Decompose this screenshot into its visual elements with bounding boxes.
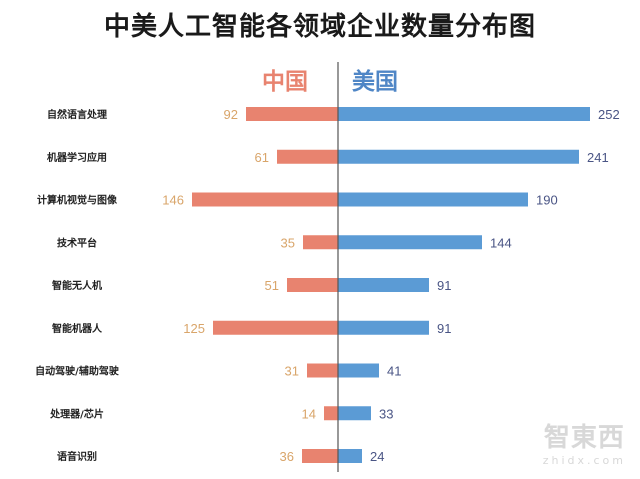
category-label: 自动驾驶/辅助驾驶: [35, 365, 119, 378]
bar-china: [277, 149, 338, 164]
category-label: 机器学习应用: [47, 151, 107, 164]
bar-usa: [338, 449, 362, 463]
value-label-china: 125: [183, 321, 205, 336]
value-label-china: 14: [302, 406, 316, 421]
legend-china: 中国: [262, 69, 308, 95]
value-label-china: 61: [255, 150, 269, 165]
value-label-china: 92: [224, 107, 238, 122]
bar-usa: [338, 192, 528, 207]
bar-china: [246, 107, 338, 121]
value-label-china: 146: [162, 193, 184, 208]
value-label-usa: 190: [536, 193, 558, 208]
category-label: 处理器/芯片: [49, 407, 104, 420]
value-label-china: 51: [265, 278, 279, 293]
value-label-usa: 252: [598, 107, 620, 122]
value-label-usa: 241: [587, 150, 609, 165]
bar-china: [303, 235, 338, 250]
category-label: 语音识别: [57, 450, 97, 463]
value-label-usa: 41: [387, 364, 401, 379]
bar-china: [307, 363, 338, 378]
bar-usa: [338, 107, 590, 121]
chart-title: 中美人工智能各领域企业数量分布图: [103, 12, 536, 42]
bar-usa: [338, 278, 429, 292]
bar-china: [287, 278, 338, 292]
bar-usa: [338, 320, 429, 335]
value-label-usa: 144: [490, 235, 512, 250]
bar-usa: [338, 363, 379, 378]
value-label-usa: 24: [370, 449, 384, 464]
bar-usa: [338, 406, 371, 421]
value-label-china: 35: [281, 235, 295, 250]
category-label: 智能机器人: [52, 322, 103, 335]
category-label: 智能无人机: [52, 279, 102, 292]
category-label: 计算机视觉与图像: [37, 194, 118, 207]
bar-china: [324, 406, 338, 421]
value-label-usa: 91: [437, 278, 451, 293]
legend-usa: 美国: [352, 69, 398, 95]
value-label-china: 36: [280, 449, 294, 464]
value-label-usa: 91: [437, 321, 451, 336]
watermark: 智東西 zhidx.com: [542, 423, 626, 467]
bar-usa: [338, 149, 579, 164]
value-label-china: 31: [285, 364, 299, 379]
category-label: 自然语言处理: [47, 108, 107, 121]
bar-china: [302, 449, 338, 463]
category-label: 技术平台: [57, 236, 97, 249]
bar-usa: [338, 235, 482, 250]
bar-china: [213, 320, 338, 335]
value-label-usa: 33: [379, 406, 393, 421]
bar-china: [192, 192, 338, 207]
